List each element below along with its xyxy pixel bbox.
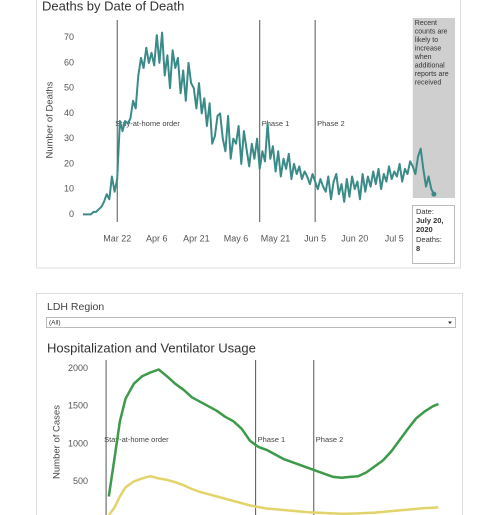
shaded-note-line: reports are — [415, 71, 449, 78]
x-tick-label: Apr 21 — [183, 233, 210, 243]
hospital-card — [36, 293, 463, 515]
x-tick-label: Jun 20 — [341, 233, 368, 243]
y-tick-label: 60 — [64, 57, 74, 67]
chart-title: Hospitalization and Ventilator Usage — [47, 340, 256, 355]
shaded-note-line: increase — [415, 45, 442, 52]
shaded-band — [412, 18, 455, 198]
shaded-note-line: received — [415, 79, 442, 86]
event-label: Stay-at-home order — [115, 119, 180, 128]
x-tick-label: Apr 6 — [146, 233, 168, 243]
tooltip-date-part: 2020 — [416, 225, 433, 234]
event-label: Phase 1 — [262, 119, 290, 128]
y-tick-label: 50 — [64, 83, 74, 93]
tooltip-date-label: Date: — [416, 207, 434, 216]
tooltip-date-part: July 20, — [416, 216, 444, 225]
deaths-card — [36, 0, 461, 269]
series-line — [82, 31, 435, 216]
y-tick-label: 20 — [64, 158, 74, 168]
y-tick-label: 30 — [64, 133, 74, 143]
event-label: Phase 1 — [258, 435, 286, 444]
y-tick-label: 1000 — [68, 438, 88, 448]
series-line — [107, 474, 439, 515]
y-tick-label: 0 — [83, 513, 88, 515]
tooltip-box — [412, 205, 455, 264]
y-axis-label: Number of Deaths — [45, 81, 56, 158]
x-tick-label: May 21 — [261, 233, 291, 243]
shaded-note-line: likely to — [415, 37, 438, 44]
y-tick-label: 500 — [73, 476, 88, 486]
x-tick-label: Jun 5 — [304, 233, 326, 243]
x-tick-label: May 6 — [224, 233, 249, 243]
tooltip-value: 8 — [416, 244, 420, 253]
filter-value: (All) — [49, 320, 61, 327]
tooltip-date: July 20, 2020 — [416, 216, 444, 234]
chart-title: Deaths by Date of Death — [42, 0, 184, 13]
y-tick-label: 10 — [64, 184, 74, 194]
y-axis-label: Number of Cases — [52, 405, 63, 479]
shaded-note-line: when — [414, 54, 432, 61]
y-tick-label: 40 — [64, 108, 74, 118]
y-tick-label: 70 — [64, 32, 74, 42]
y-tick-label: 0 — [69, 209, 74, 219]
shaded-note-line: additional — [415, 62, 445, 69]
shaded-note-line: counts are — [415, 28, 448, 35]
filter-label: LDH Region — [47, 301, 104, 313]
dropdown-arrow — [448, 321, 452, 324]
tooltip-value-label: Deaths: — [416, 235, 442, 244]
y-tick-label: 2000 — [68, 363, 88, 373]
event-label: Phase 2 — [317, 119, 345, 128]
x-tick-label: Jul 5 — [385, 233, 404, 243]
y-tick-label: 1500 — [68, 401, 88, 411]
highlight-point — [431, 191, 437, 197]
event-label: Stay-at-home order — [104, 435, 169, 444]
series-line — [107, 368, 439, 497]
filter-dropdown[interactable] — [46, 317, 456, 328]
event-label: Phase 2 — [316, 435, 344, 444]
x-tick-label: Mar 22 — [103, 233, 131, 243]
shaded-note-line: Recent — [415, 20, 437, 27]
